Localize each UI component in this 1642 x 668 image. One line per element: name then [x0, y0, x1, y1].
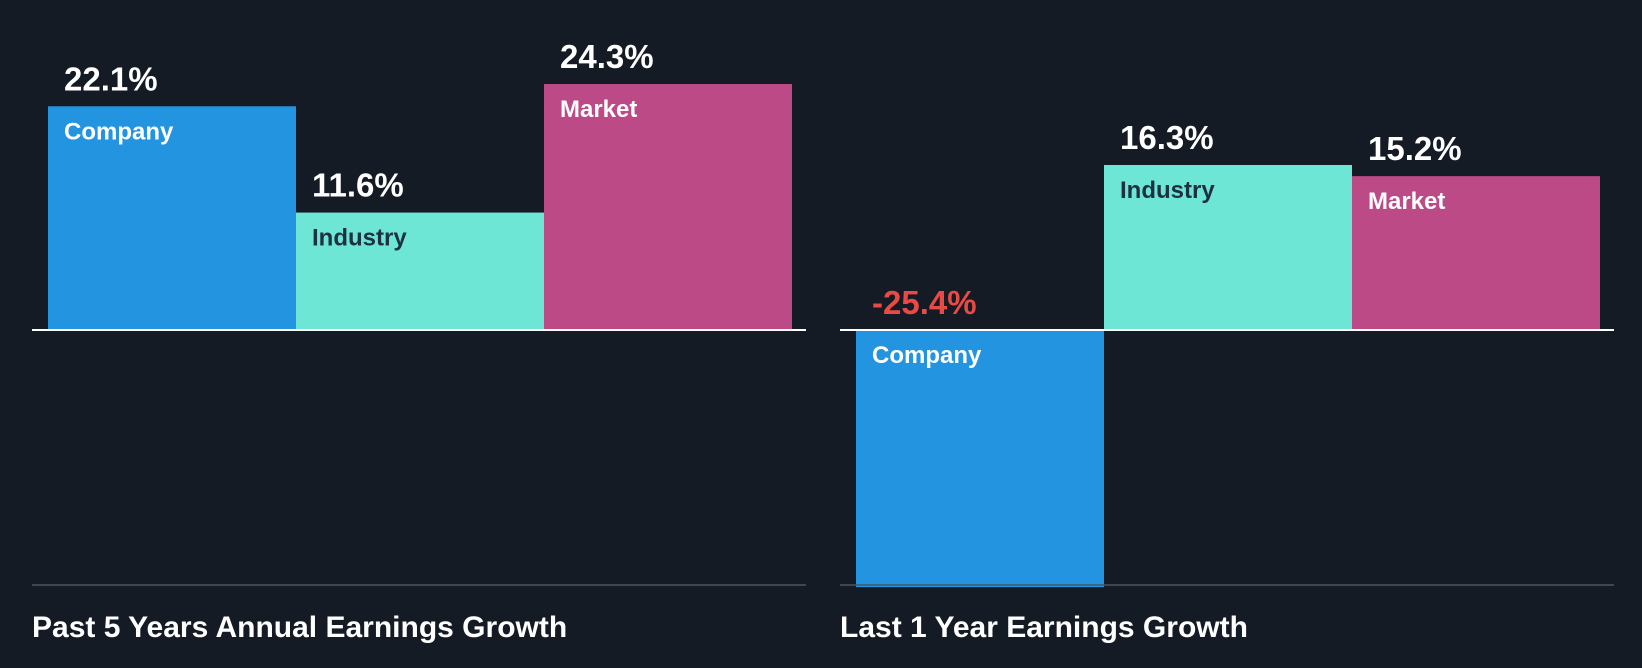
- value-label-company: 22.1%: [64, 60, 158, 97]
- value-label-market: 24.3%: [560, 38, 654, 75]
- panel-past-5-years: Company 22.1% Industry 11.6% Market 24.3% Pas…: [32, 38, 806, 644]
- bar-industry: [1104, 164, 1352, 330]
- panel-0-labels: Company 22.1% Industry 11.6% Market 24.3%: [64, 38, 654, 252]
- panel-0-title: Past 5 Years Annual Earnings Growth: [32, 611, 567, 644]
- value-label-market: 15.2%: [1368, 130, 1462, 167]
- bar-market: [544, 84, 792, 330]
- panel-0-bars: [48, 84, 792, 330]
- bar-label-market: Market: [1368, 188, 1445, 215]
- value-label-company: -25.4%: [872, 284, 977, 321]
- bar-company: [856, 330, 1104, 588]
- bar-industry: [296, 212, 544, 330]
- bar-label-industry: Industry: [312, 225, 407, 252]
- value-label-industry: 16.3%: [1120, 119, 1214, 156]
- bar-market: [1352, 176, 1600, 330]
- bar-label-market: Market: [560, 96, 637, 123]
- panel-1-title: Last 1 Year Earnings Growth: [840, 611, 1248, 644]
- bar-label-company: Company: [64, 118, 174, 145]
- panel-1-labels: Company -25.4% Industry 16.3% Market 15.2%: [872, 119, 1462, 369]
- value-label-industry: 11.6%: [312, 167, 404, 204]
- panel-1-bars: [856, 164, 1600, 588]
- bar-company: [48, 106, 296, 330]
- bar-label-industry: Industry: [1120, 177, 1215, 204]
- bar-label-company: Company: [872, 342, 982, 369]
- panel-last-1-year: Company -25.4% Industry 16.3% Market 15.2% La…: [840, 119, 1614, 644]
